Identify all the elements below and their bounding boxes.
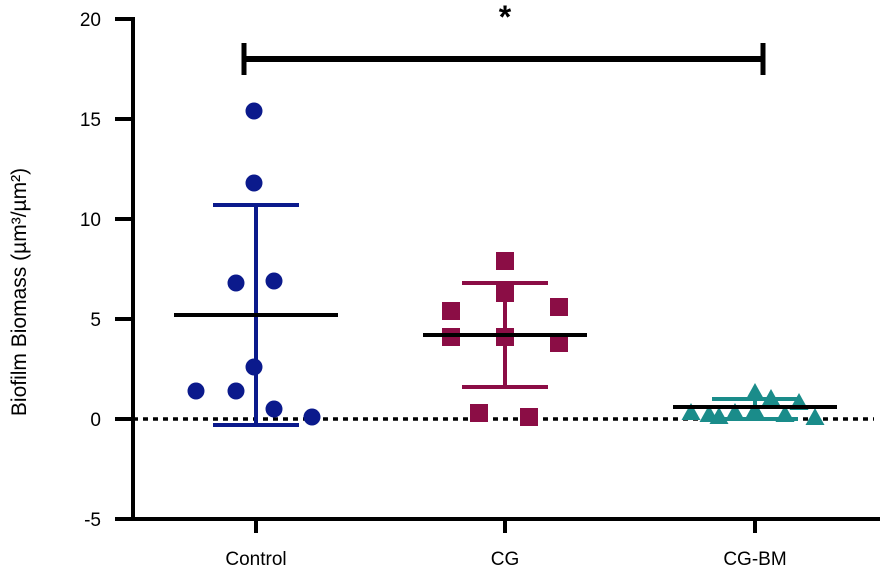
- y-axis-label: Biofilm Biomass (µm³/µm²): [8, 168, 31, 416]
- y-tick-label: 0: [90, 410, 101, 431]
- y-tick-label: 5: [90, 310, 101, 331]
- data-point-square: [470, 404, 488, 422]
- data-point-circle: [245, 174, 263, 192]
- data-point-triangle: [761, 389, 781, 406]
- data-point-triangle: [725, 403, 745, 420]
- data-point-circle: [265, 272, 283, 290]
- data-point-square: [496, 252, 514, 270]
- data-point-circle: [245, 358, 263, 376]
- x-tick-label: Control: [225, 549, 286, 568]
- x-tick-label: CG-BM: [723, 549, 786, 568]
- data-point-triangle: [775, 405, 795, 422]
- y-tick-label: 15: [80, 110, 101, 131]
- data-point-circle: [265, 400, 283, 418]
- data-point-circle: [303, 408, 321, 426]
- data-point-square: [442, 302, 460, 320]
- data-point-triangle: [681, 403, 701, 420]
- data-point-circle: [227, 382, 245, 400]
- data-point-square: [496, 284, 514, 302]
- data-point-triangle: [745, 401, 765, 418]
- significance-label: *: [499, 0, 512, 35]
- data-point-circle: [227, 274, 245, 292]
- y-tick-label: 10: [80, 210, 101, 231]
- y-tick-label: 20: [80, 10, 101, 31]
- data-point-square: [520, 408, 538, 426]
- y-tick-label: -5: [84, 510, 101, 531]
- data-point-square: [550, 334, 568, 352]
- data-point-triangle: [709, 407, 729, 424]
- data-point-circle: [245, 102, 263, 120]
- data-point-triangle: [745, 383, 765, 400]
- x-tick-label: CG: [491, 549, 520, 568]
- data-point-circle: [187, 382, 205, 400]
- data-point-square: [550, 298, 568, 316]
- data-point-triangle: [805, 408, 825, 425]
